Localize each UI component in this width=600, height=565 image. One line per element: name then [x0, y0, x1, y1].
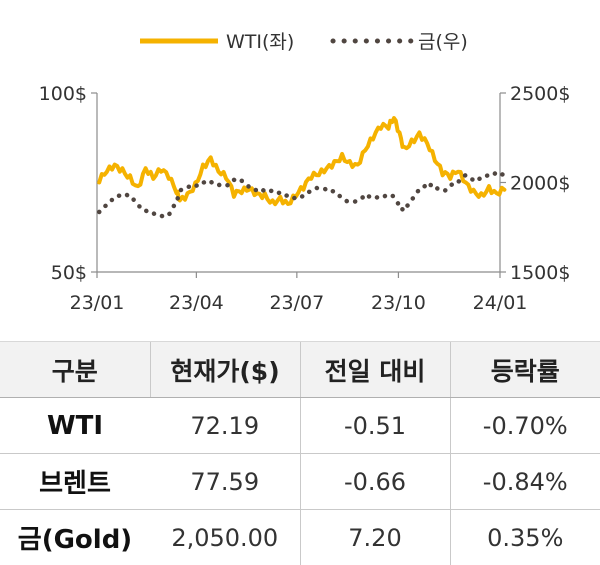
y-right-tick-label: 2500$: [510, 83, 570, 105]
table-row: WTI 72.19 -0.51 -0.70%: [0, 398, 600, 454]
header-change: 전일 대비: [300, 342, 450, 398]
series-line-gold: [99, 172, 504, 217]
x-tick-label: 23/10: [371, 292, 426, 314]
row-label: WTI: [0, 398, 150, 454]
y-left-tick-label: 50$: [51, 262, 87, 284]
row-rate: -0.70%: [450, 398, 600, 454]
x-tick-label: 24/01: [473, 292, 528, 314]
x-tick-label: 23/04: [169, 292, 224, 314]
table-row: 금(Gold) 2,050.00 7.20 0.35%: [0, 510, 600, 565]
row-change: 7.20: [300, 510, 450, 565]
price-table: 구분 현재가($) 전일 대비 등락률 WTI 72.19 -0.51 -0.7…: [0, 341, 600, 565]
header-rate: 등락률: [450, 342, 600, 398]
row-price: 72.19: [150, 398, 300, 454]
row-rate: -0.84%: [450, 454, 600, 510]
row-price: 2,050.00: [150, 510, 300, 565]
row-rate: 0.35%: [450, 510, 600, 565]
x-tick-label: 23/01: [70, 292, 125, 314]
y-left-tick-label: 100$: [39, 83, 87, 105]
header-price: 현재가($): [150, 342, 300, 398]
x-tick-label: 23/07: [269, 292, 324, 314]
header-category: 구분: [0, 342, 150, 398]
series-layer: [99, 118, 504, 217]
legend-gold-label: 금(우): [418, 31, 468, 53]
axes: 100$ 50$ 2500$ 2000$ 1500$ 23/01 23/04 23/07 23/…: [39, 83, 571, 314]
row-label: 금(Gold): [0, 510, 150, 565]
y-right-tick-label: 2000$: [510, 173, 570, 195]
y-right-tick-label: 1500$: [510, 262, 570, 284]
row-label: 브렌트: [0, 454, 150, 510]
table-row: 브렌트 77.59 -0.66 -0.84%: [0, 454, 600, 510]
row-price: 77.59: [150, 454, 300, 510]
legend-wti-label: WTI(좌): [226, 31, 294, 53]
row-change: -0.66: [300, 454, 450, 510]
row-change: -0.51: [300, 398, 450, 454]
chart: WTI(좌) 금(우) 100$ 50$ 2500$ 2000$ 1500$ 23/01 2…: [0, 0, 600, 335]
table-header-row: 구분 현재가($) 전일 대비 등락률: [0, 342, 600, 398]
legend: WTI(좌) 금(우): [140, 31, 468, 53]
